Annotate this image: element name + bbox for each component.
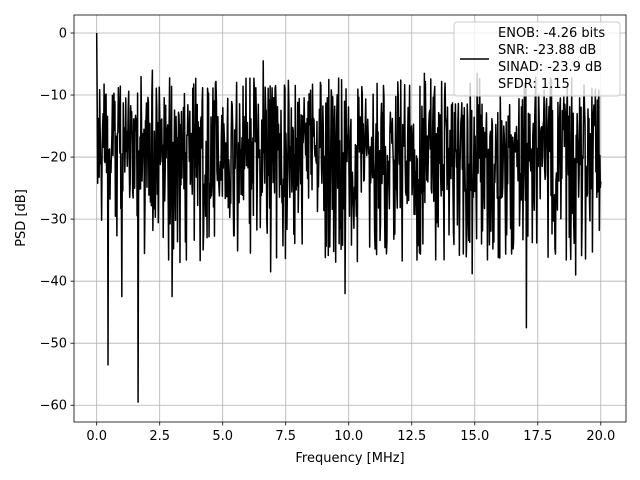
y-tick-label: −60 — [40, 399, 67, 414]
y-axis-ticks: 0 −10 −20 −30 −40 −50 −60 — [40, 26, 74, 414]
y-tick-label: −50 — [40, 337, 67, 352]
y-tick-label: 0 — [59, 26, 67, 41]
psd-series-line — [95, 32, 602, 403]
x-tick-label: 2.5 — [149, 429, 170, 444]
x-tick-label: 5.0 — [212, 429, 233, 444]
x-tick-label: 7.5 — [275, 429, 296, 444]
x-axis-label: Frequency [MHz] — [295, 451, 404, 466]
y-tick-label: −20 — [40, 151, 67, 166]
x-tick-label: 10.0 — [334, 429, 363, 444]
legend-snr: SNR: -23.88 dB — [498, 43, 596, 58]
y-tick-label: −30 — [40, 213, 67, 228]
y-axis-label: PSD [dB] — [14, 189, 29, 247]
legend-sinad: SINAD: -23.9 dB — [498, 60, 602, 75]
legend-sfdr: SFDR: 1.15 — [498, 77, 570, 92]
legend: ENOB: -4.26 bits SNR: -23.88 dB SINAD: -… — [453, 21, 621, 97]
x-tick-label: 12.5 — [397, 429, 426, 444]
x-tick-label: 0.0 — [86, 429, 107, 444]
plot-frame — [73, 14, 627, 423]
x-tick-label: 17.5 — [523, 429, 552, 444]
x-tick-label: 20.0 — [586, 429, 615, 444]
legend-enob: ENOB: -4.26 bits — [498, 26, 605, 41]
legend-box — [453, 21, 621, 97]
y-tick-label: −10 — [40, 89, 67, 104]
y-tick-label: −40 — [40, 275, 67, 290]
x-axis-ticks: 0.0 2.5 5.0 7.5 10.0 12.5 15.0 17.5 20.0 — [86, 422, 615, 444]
x-tick-label: 15.0 — [460, 429, 489, 444]
